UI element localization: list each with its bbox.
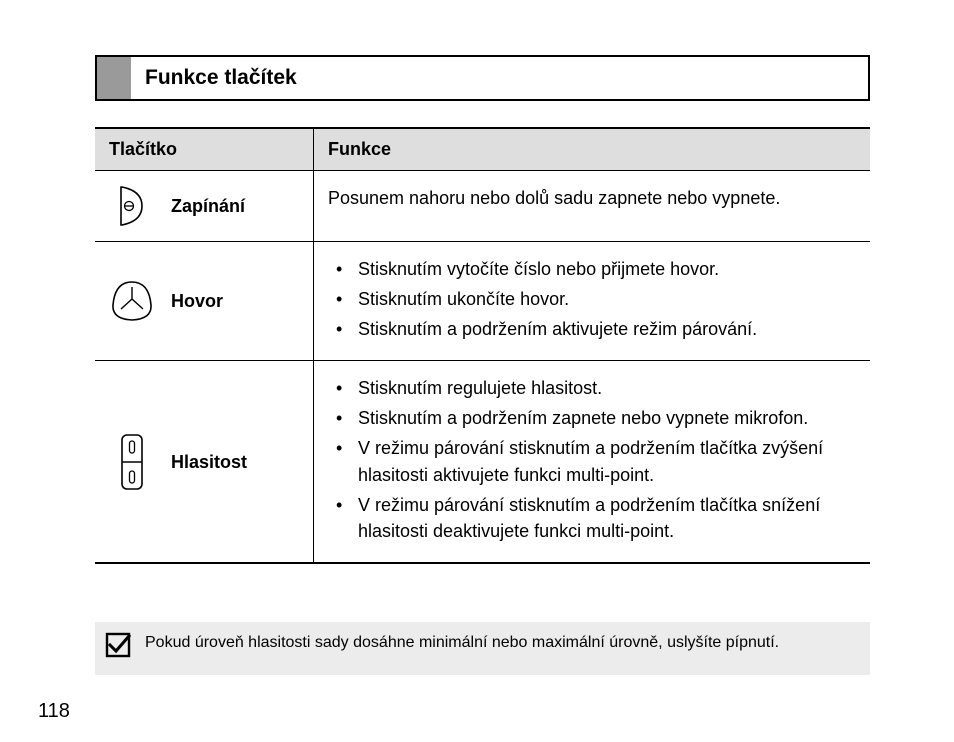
row-label: Hovor [171, 288, 223, 314]
function-list: Stisknutím vytočíte číslo nebo přijmete … [328, 256, 864, 342]
checkmark-icon [105, 632, 131, 663]
row-label: Hlasitost [171, 449, 247, 475]
table-cell-button: Hovor [95, 242, 313, 360]
table-cell-function: Posunem nahoru nebo dolů sadu zapnete ne… [313, 171, 870, 241]
page-number: 118 [38, 700, 70, 723]
function-list: Stisknutím regulujete hlasitost. Stisknu… [328, 375, 864, 544]
button-functions-table: Tlačítko Funkce Zapínání Posunem nahoru … [95, 127, 870, 564]
volume-rocker-icon [109, 432, 155, 492]
list-item: Stisknutím ukončíte hovor. [354, 286, 864, 312]
page-content: Funkce tlačítek Tlačítko Funkce Zapínání… [95, 55, 870, 675]
note-text: Pokud úroveň hlasitosti sady dosáhne min… [145, 632, 779, 654]
section-title: Funkce tlačítek [131, 57, 868, 99]
power-switch-icon [109, 185, 155, 227]
table-cell-button: Zapínání [95, 171, 313, 241]
list-item: V režimu párování stisknutím a podržením… [354, 492, 864, 544]
list-item: Stisknutím a podržením zapnete nebo vypn… [354, 405, 864, 431]
table-cell-function: Stisknutím vytočíte číslo nebo přijmete … [313, 242, 870, 360]
row-description: Posunem nahoru nebo dolů sadu zapnete ne… [328, 188, 780, 208]
list-item: Stisknutím vytočíte číslo nebo přijmete … [354, 256, 864, 282]
table-header-row: Tlačítko Funkce [95, 129, 870, 171]
list-item: Stisknutím regulujete hlasitost. [354, 375, 864, 401]
section-header-marker [97, 57, 131, 99]
call-triangle-icon [109, 279, 155, 323]
note-box: Pokud úroveň hlasitosti sady dosáhne min… [95, 622, 870, 675]
table-row: Hovor Stisknutím vytočíte číslo nebo při… [95, 242, 870, 361]
table-row: Zapínání Posunem nahoru nebo dolů sadu z… [95, 171, 870, 242]
list-item: V režimu párování stisknutím a podržením… [354, 435, 864, 487]
table-header-button: Tlačítko [95, 129, 313, 170]
section-header: Funkce tlačítek [95, 55, 870, 101]
row-label: Zapínání [171, 193, 245, 219]
table-cell-button: Hlasitost [95, 361, 313, 562]
table-row: Hlasitost Stisknutím regulujete hlasitos… [95, 361, 870, 562]
list-item: Stisknutím a podržením aktivujete režim … [354, 316, 864, 342]
table-cell-function: Stisknutím regulujete hlasitost. Stisknu… [313, 361, 870, 562]
table-header-function: Funkce [313, 129, 870, 170]
